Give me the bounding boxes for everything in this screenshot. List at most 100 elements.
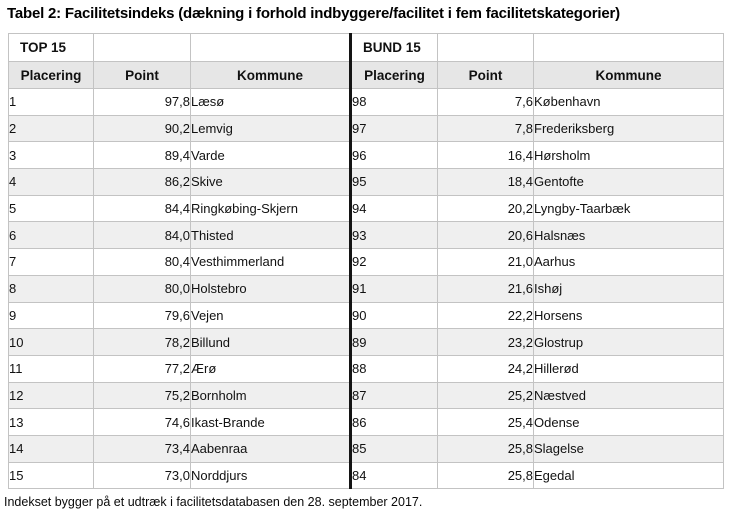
point-cell: 20,2 — [437, 194, 534, 223]
rank-cell: 90 — [349, 301, 438, 330]
facility-index-table: TOP 15 BUND 15 Placering Point Kommune P… — [8, 33, 724, 490]
point-cell: 73,0 — [93, 461, 191, 490]
point-cell: 25,8 — [437, 434, 534, 463]
point-cell: 75,2 — [93, 381, 191, 410]
point-cell: 79,6 — [93, 301, 191, 330]
column-header-placering-bund: Placering — [349, 61, 438, 89]
rank-cell: 1 — [8, 88, 94, 116]
kommune-cell: Odense — [533, 408, 724, 436]
table-row: 5 84,4 Ringkøbing-Skjern 94 20,2 Lyngby-Taarb… — [8, 194, 724, 223]
table-row: 11 77,2 Ærø 88 24,2 Hillerød — [8, 354, 724, 383]
table-body: 1 97,8 Læsø 98 7,6 København 2 90,2 Lemvig 97 7,8 F… — [8, 88, 724, 490]
empty-cell — [533, 33, 724, 62]
point-cell: 21,0 — [437, 248, 534, 276]
kommune-cell: Hillerød — [533, 354, 724, 383]
point-cell: 16,4 — [437, 141, 534, 170]
table-row: 4 86,2 Skive 95 18,4 Gentofte — [8, 168, 724, 196]
rank-cell: 94 — [349, 194, 438, 223]
empty-cell — [93, 33, 191, 62]
rank-cell: 97 — [349, 114, 438, 143]
rank-cell: 11 — [8, 354, 94, 383]
rank-cell: 86 — [349, 408, 438, 436]
point-cell: 73,4 — [93, 434, 191, 463]
table-row: 12 75,2 Bornholm 87 25,2 Næstved — [8, 381, 724, 410]
point-cell: 7,6 — [437, 88, 534, 116]
kommune-cell: Ærø — [190, 354, 351, 383]
top15-label: TOP 15 — [8, 33, 94, 62]
kommune-cell: Lemvig — [190, 114, 351, 143]
point-cell: 77,2 — [93, 354, 191, 383]
rank-cell: 92 — [349, 248, 438, 276]
kommune-cell: Næstved — [533, 381, 724, 410]
kommune-cell: Aarhus — [533, 248, 724, 276]
group-header-row: TOP 15 BUND 15 — [8, 33, 724, 62]
point-cell: 84,4 — [93, 194, 191, 223]
column-header-kommune-top: Kommune — [190, 61, 351, 89]
point-cell: 86,2 — [93, 168, 191, 196]
point-cell: 80,4 — [93, 248, 191, 276]
column-header-kommune-bund: Kommune — [533, 61, 724, 89]
kommune-cell: Aabenraa — [190, 434, 351, 463]
rank-cell: 2 — [8, 114, 94, 143]
point-cell: 24,2 — [437, 354, 534, 383]
footnote: Indekset bygger på et udtræk i facilitet… — [4, 495, 423, 509]
kommune-cell: Billund — [190, 328, 351, 356]
kommune-cell: København — [533, 88, 724, 116]
point-cell: 21,6 — [437, 274, 534, 303]
point-cell: 78,2 — [93, 328, 191, 356]
table-row: 6 84,0 Thisted 93 20,6 Halsnæs — [8, 221, 724, 250]
rank-cell: 98 — [349, 88, 438, 116]
table-row: 15 73,0 Norddjurs 84 25,8 Egedal — [8, 461, 724, 490]
rank-cell: 14 — [8, 434, 94, 463]
table-row: 13 74,6 Ikast-Brande 86 25,4 Odense — [8, 408, 724, 436]
table-row: 14 73,4 Aabenraa 85 25,8 Slagelse — [8, 434, 724, 463]
kommune-cell: Frederiksberg — [533, 114, 724, 143]
rank-cell: 96 — [349, 141, 438, 170]
column-header-placering-top: Placering — [8, 61, 94, 89]
point-cell: 20,6 — [437, 221, 534, 250]
point-cell: 22,2 — [437, 301, 534, 330]
table-row: 2 90,2 Lemvig 97 7,8 Frederiksberg — [8, 114, 724, 143]
table-row: 8 80,0 Holstebro 91 21,6 Ishøj — [8, 274, 724, 303]
rank-cell: 3 — [8, 141, 94, 170]
table-row: 10 78,2 Billund 89 23,2 Glostrup — [8, 328, 724, 356]
kommune-cell: Lyngby-Taarbæk — [533, 194, 724, 223]
kommune-cell: Ishøj — [533, 274, 724, 303]
kommune-cell: Varde — [190, 141, 351, 170]
rank-cell: 85 — [349, 434, 438, 463]
column-header-point-top: Point — [93, 61, 191, 89]
kommune-cell: Ringkøbing-Skjern — [190, 194, 351, 223]
rank-cell: 5 — [8, 194, 94, 223]
kommune-cell: Horsens — [533, 301, 724, 330]
rank-cell: 93 — [349, 221, 438, 250]
rank-cell: 91 — [349, 274, 438, 303]
kommune-cell: Vesthimmerland — [190, 248, 351, 276]
point-cell: 25,8 — [437, 461, 534, 490]
rank-cell: 95 — [349, 168, 438, 196]
kommune-cell: Skive — [190, 168, 351, 196]
point-cell: 23,2 — [437, 328, 534, 356]
rank-cell: 84 — [349, 461, 438, 490]
column-header-row: Placering Point Kommune Placering Point … — [8, 61, 724, 89]
kommune-cell: Læsø — [190, 88, 351, 116]
point-cell: 89,4 — [93, 141, 191, 170]
rank-cell: 87 — [349, 381, 438, 410]
point-cell: 84,0 — [93, 221, 191, 250]
point-cell: 80,0 — [93, 274, 191, 303]
table-title: Tabel 2: Facilitetsindeks (dækning i for… — [7, 5, 620, 22]
kommune-cell: Vejen — [190, 301, 351, 330]
bund15-label: BUND 15 — [349, 33, 438, 62]
kommune-cell: Thisted — [190, 221, 351, 250]
kommune-cell: Slagelse — [533, 434, 724, 463]
kommune-cell: Norddjurs — [190, 461, 351, 490]
rank-cell: 88 — [349, 354, 438, 383]
kommune-cell: Ikast-Brande — [190, 408, 351, 436]
kommune-cell: Holstebro — [190, 274, 351, 303]
kommune-cell: Gentofte — [533, 168, 724, 196]
rank-cell: 12 — [8, 381, 94, 410]
rank-cell: 9 — [8, 301, 94, 330]
table-row: 9 79,6 Vejen 90 22,2 Horsens — [8, 301, 724, 330]
kommune-cell: Bornholm — [190, 381, 351, 410]
rank-cell: 15 — [8, 461, 94, 490]
point-cell: 25,2 — [437, 381, 534, 410]
